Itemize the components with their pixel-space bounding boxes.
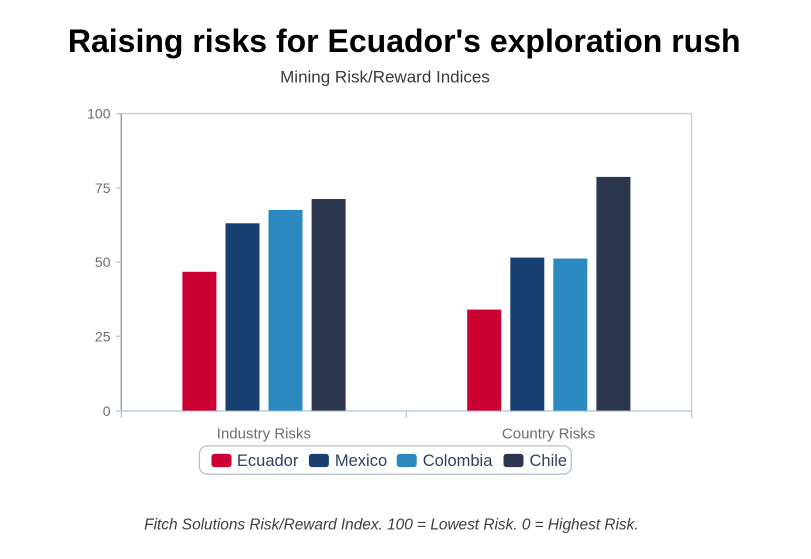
svg-text:Chile: Chile [530,452,568,470]
svg-text:Industry Risks: Industry Risks [217,425,311,442]
svg-text:Ecuador: Ecuador [237,452,299,470]
svg-text:25: 25 [95,329,111,345]
svg-text:Country Risks: Country Risks [502,425,595,442]
svg-text:Raising risks for Ecuador's ex: Raising risks for Ecuador's exploration … [68,23,741,59]
svg-text:0: 0 [103,403,111,419]
svg-text:Fitch Solutions Risk/Reward In: Fitch Solutions Risk/Reward Index. 100 =… [144,517,638,534]
svg-text:100: 100 [87,106,111,122]
svg-text:50: 50 [95,254,111,270]
svg-text:Colombia: Colombia [423,452,494,470]
svg-text:Mexico: Mexico [335,452,387,470]
svg-text:Mining Risk/Reward Indices: Mining Risk/Reward Indices [280,68,490,87]
svg-text:75: 75 [95,180,111,196]
